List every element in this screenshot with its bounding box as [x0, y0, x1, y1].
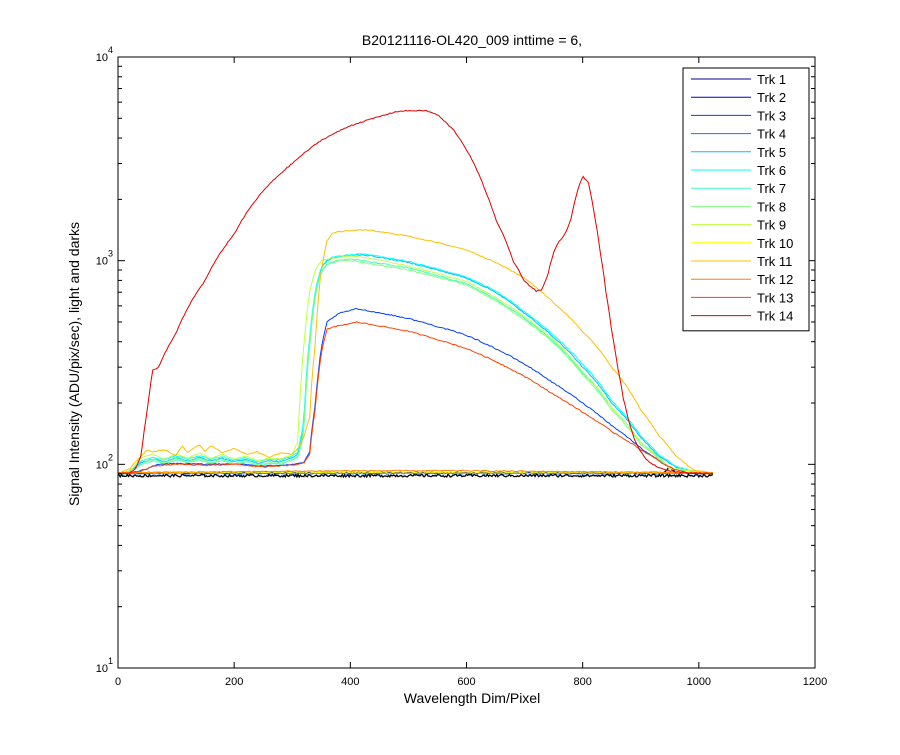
y-tick-label: 10 — [96, 663, 108, 675]
series-line-trk-10 — [117, 471, 714, 474]
legend-label: Trk 9 — [757, 218, 786, 233]
series-line-trk-14 — [117, 109, 714, 475]
series-layer — [117, 109, 714, 479]
series-line-trk-7 — [117, 258, 713, 475]
legend-label: Trk 8 — [757, 199, 786, 214]
y-tick-label: 10 — [96, 256, 108, 268]
legend-label: Trk 13 — [757, 290, 793, 305]
y-tick-label: 10 — [96, 459, 108, 471]
dark-baseline-line — [117, 472, 714, 479]
y-tick-exponent: 3 — [108, 249, 113, 259]
x-axis-label: Wavelength Dim/Pixel — [404, 690, 540, 706]
legend-label: Trk 3 — [757, 108, 786, 123]
legend-label: Trk 10 — [757, 236, 793, 251]
y-tick-label: 10 — [96, 52, 108, 64]
legend-label: Trk 4 — [757, 127, 786, 142]
x-tick-label: 1200 — [803, 676, 827, 688]
series-line-trk-8 — [117, 259, 713, 475]
series-line-trk-5 — [117, 254, 714, 475]
series-line-trk-12 — [117, 469, 714, 474]
y-tick-exponent: 2 — [108, 452, 113, 462]
series-line-trk-13 — [117, 321, 714, 475]
series-line-trk-9 — [117, 255, 714, 475]
legend-label: Trk 7 — [757, 181, 786, 196]
x-tick-label: 0 — [115, 676, 121, 688]
x-tick-label: 800 — [573, 676, 591, 688]
chart-title: B20121116-OL420_009 inttime = 6, — [362, 32, 582, 48]
legend: Trk 1 Trk 2 Trk 3 Trk 4 Trk 5 Trk 6 Trk 7 Trk 8… — [682, 67, 810, 332]
legend-label: Trk 6 — [757, 163, 786, 178]
series-line-trk-6 — [117, 253, 714, 475]
legend-label: Trk 14 — [757, 309, 793, 324]
legend-label: Trk 5 — [757, 145, 786, 160]
series-line-trk-4 — [117, 472, 714, 475]
legend-label: Trk 1 — [757, 72, 786, 87]
legend-label: Trk 11 — [757, 254, 792, 269]
x-tick-label: 1000 — [687, 676, 711, 688]
y-axis-label: Signal Intensity (ADU/pix/sec), light an… — [66, 222, 82, 506]
legend-box — [682, 67, 810, 332]
legend-label: Trk 2 — [757, 90, 786, 105]
x-tick-label: 200 — [225, 676, 243, 688]
x-tick-label: 400 — [341, 676, 359, 688]
series-line-trk-11 — [117, 228, 714, 475]
legend-label: Trk 12 — [757, 272, 793, 287]
y-tick-exponent: 1 — [108, 656, 113, 666]
y-tick-exponent: 4 — [108, 45, 113, 55]
x-tick-label: 600 — [457, 676, 475, 688]
